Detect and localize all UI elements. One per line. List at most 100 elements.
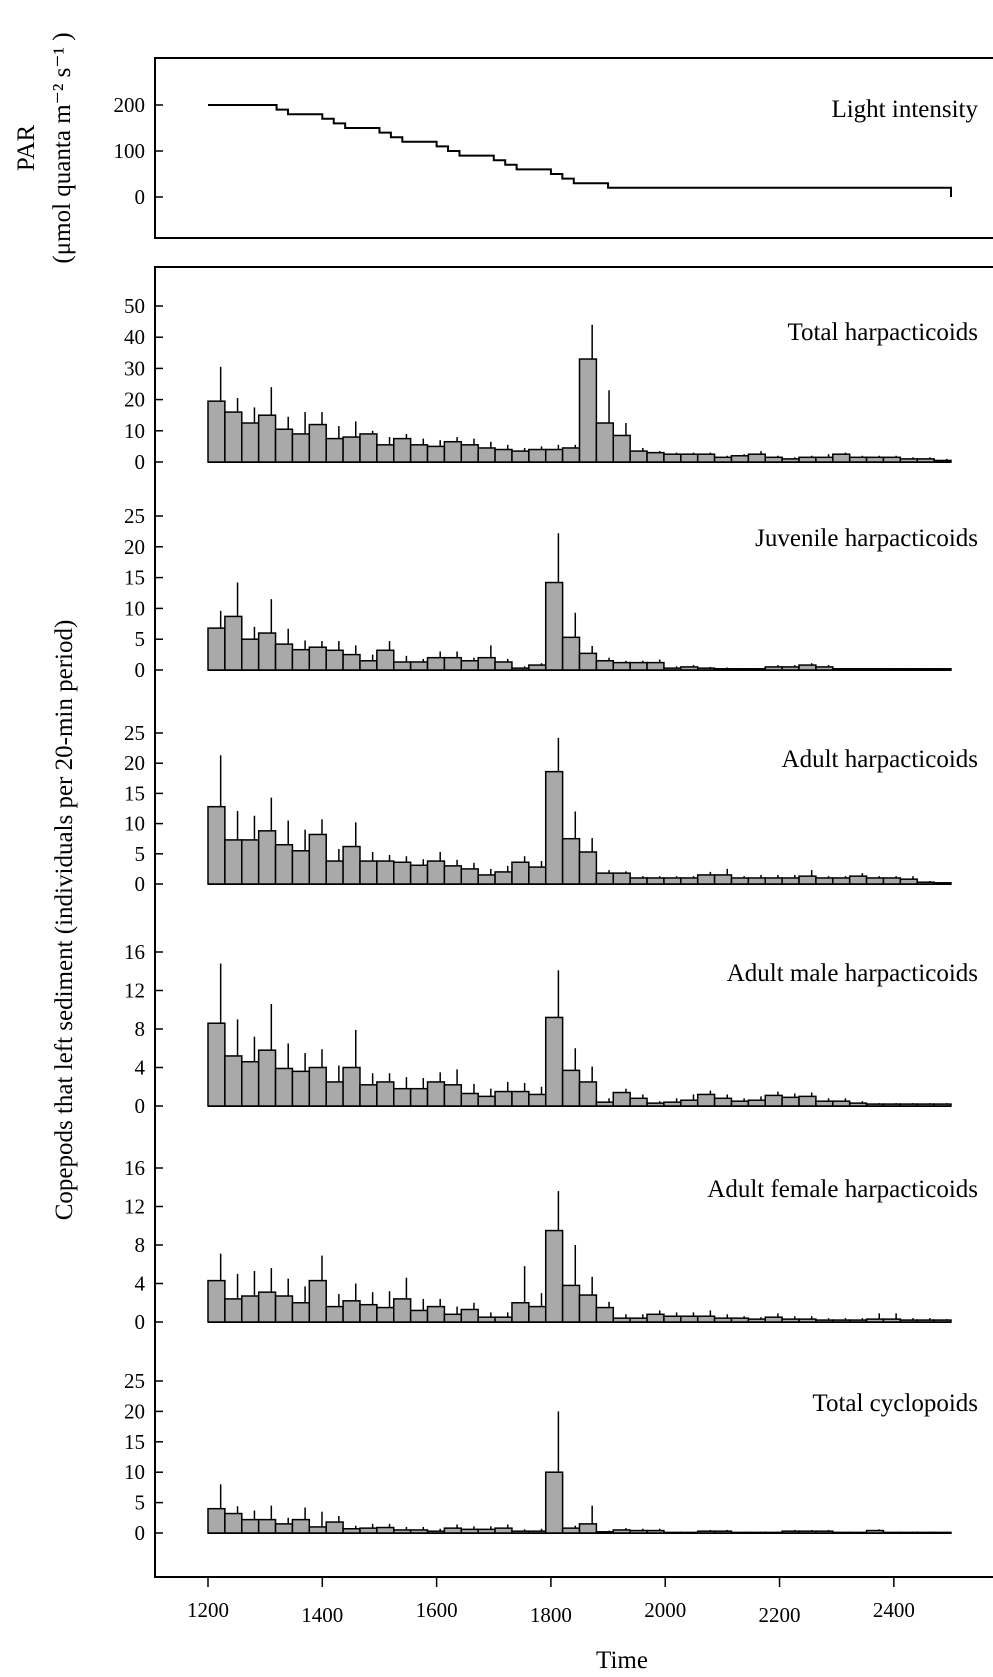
bar	[308, 1066, 327, 1107]
bar	[257, 1049, 277, 1107]
bar	[832, 1531, 851, 1534]
y-tick-label: 50	[124, 294, 145, 318]
bar	[359, 1527, 378, 1534]
bar	[629, 1097, 648, 1107]
bar	[612, 434, 631, 463]
bar	[680, 1315, 699, 1323]
bar	[764, 456, 783, 463]
bar	[730, 877, 750, 885]
bar	[241, 839, 260, 885]
bar	[528, 1093, 547, 1107]
bar	[730, 1531, 750, 1534]
bar	[460, 1308, 479, 1323]
bar	[916, 1319, 935, 1323]
panel-title: Adult male harpacticoids	[727, 960, 978, 987]
bar	[409, 864, 429, 885]
bar	[595, 1306, 615, 1323]
bar	[561, 636, 581, 671]
bar	[460, 444, 479, 463]
bar	[561, 837, 581, 885]
bar	[663, 1315, 682, 1323]
bar	[578, 1294, 598, 1323]
bar	[629, 1317, 648, 1323]
bar	[696, 667, 716, 671]
bar	[933, 882, 952, 885]
bar	[477, 447, 496, 463]
panel-title: Adult female harpacticoids	[707, 1176, 978, 1203]
bar	[578, 652, 598, 671]
bar	[274, 1295, 294, 1323]
bar	[308, 646, 327, 671]
bar	[241, 1518, 260, 1534]
bar	[595, 872, 615, 885]
bar	[528, 866, 547, 885]
bar	[274, 1067, 294, 1107]
bar	[443, 656, 463, 671]
bar	[494, 871, 513, 885]
bar	[815, 1100, 834, 1107]
bar	[848, 456, 868, 463]
bar	[257, 830, 277, 885]
y-tick-label: 25	[124, 721, 145, 745]
bar	[646, 1529, 665, 1534]
bar	[629, 877, 648, 885]
bar	[730, 668, 750, 671]
bar	[764, 877, 783, 885]
bar	[933, 459, 952, 463]
bar	[612, 1529, 631, 1534]
x-tick-label: 2200	[759, 1603, 801, 1627]
bar	[696, 1315, 716, 1323]
bar	[916, 458, 935, 463]
bar	[561, 447, 581, 463]
bar	[342, 436, 361, 463]
bar	[646, 877, 665, 885]
x-tick-label: 2400	[873, 1598, 915, 1622]
bar	[713, 874, 733, 885]
bar	[443, 1313, 463, 1323]
bar	[409, 1309, 429, 1323]
bar	[899, 1103, 918, 1107]
y-tick-label: 20	[124, 1399, 145, 1423]
bar	[342, 1066, 361, 1107]
bar	[612, 661, 631, 671]
bar	[646, 451, 665, 463]
bar	[544, 581, 564, 671]
bar	[747, 1318, 767, 1323]
bar	[274, 643, 294, 671]
bar	[308, 1279, 327, 1323]
bar	[342, 1300, 361, 1323]
y-tick-label: 30	[124, 356, 145, 380]
bar	[629, 1529, 648, 1534]
bar	[426, 445, 446, 463]
bar	[798, 456, 817, 463]
x-tick-label: 1800	[530, 1603, 572, 1627]
y-tick-label: 8	[135, 1233, 146, 1257]
panel-adult-male-harpacticoids: 0 4 8 12 16 Adult male harpacticoids	[124, 940, 978, 1118]
bar	[578, 1081, 598, 1107]
bar	[815, 1319, 834, 1323]
bar	[494, 1527, 513, 1534]
y-tick-label: 12	[124, 979, 145, 1003]
bar	[544, 448, 564, 463]
bar	[629, 661, 648, 671]
bar	[899, 878, 918, 885]
y-tick-label: 0	[135, 872, 146, 896]
y-tick-label: 16	[124, 1156, 145, 1180]
bar	[578, 851, 598, 885]
y-tick-label: 25	[124, 1369, 145, 1393]
bar	[241, 1295, 260, 1323]
bar	[460, 1528, 479, 1534]
y-tick-label: 15	[124, 566, 145, 590]
bar	[798, 1318, 817, 1323]
y-tick-label: 0	[135, 1521, 146, 1545]
bar	[680, 1531, 699, 1534]
y-tick-label: 20	[124, 388, 145, 412]
bar	[663, 1101, 682, 1107]
bar	[207, 1022, 226, 1107]
bar	[578, 358, 598, 463]
bar	[798, 1095, 817, 1107]
y-tick-label: 16	[124, 940, 145, 964]
bar	[899, 458, 918, 463]
bar	[713, 668, 733, 671]
